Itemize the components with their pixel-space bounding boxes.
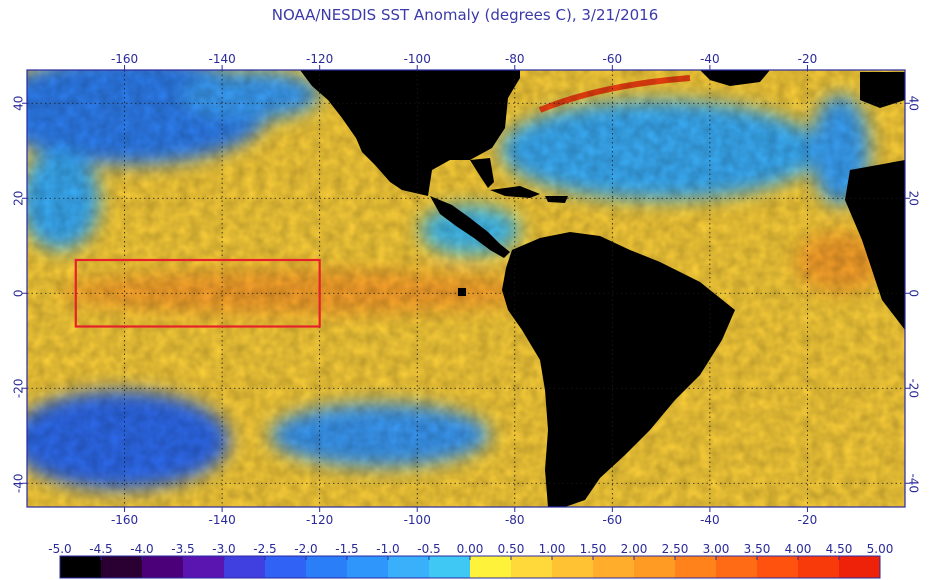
colorbar-swatch bbox=[183, 556, 225, 578]
lon-tick-label-top: -80 bbox=[505, 52, 525, 66]
colorbar-label: 2.00 bbox=[621, 542, 648, 556]
colorbar-swatch bbox=[675, 556, 717, 578]
colorbar-swatch bbox=[593, 556, 635, 578]
colorbar-swatch bbox=[757, 556, 799, 578]
lon-tick-label-top: -20 bbox=[798, 52, 818, 66]
colorbar-swatch bbox=[347, 556, 389, 578]
africa-land bbox=[845, 160, 905, 330]
colorbar-swatch bbox=[839, 556, 881, 578]
colorbar-swatch bbox=[306, 556, 348, 578]
south-america-land bbox=[502, 232, 735, 507]
colorbar-label: 5.00 bbox=[867, 542, 894, 556]
colorbar-label: -2.0 bbox=[294, 542, 317, 556]
colorbar: -5.0 -4.5 -4.0 -3.5 -3.0 -2.5 -2.0 -1.5 -1.0 -0.5… bbox=[48, 542, 894, 579]
central-america-land bbox=[430, 196, 510, 258]
map-title: NOAA/NESDIS SST Anomaly (degrees C), 3/2… bbox=[271, 6, 659, 24]
lat-tick-label-right: 20 bbox=[907, 191, 921, 206]
lon-tick-label-top: -160 bbox=[111, 52, 138, 66]
lat-tick-label-left: -20 bbox=[12, 378, 26, 398]
sst-field bbox=[27, 70, 905, 507]
colorbar-label: -3.5 bbox=[171, 542, 194, 556]
lon-tick-label-bottom: -80 bbox=[505, 513, 525, 527]
lon-tick-label-top: -40 bbox=[700, 52, 720, 66]
lat-tick-label-right: -40 bbox=[907, 473, 921, 493]
colorbar-label: 4.00 bbox=[785, 542, 812, 556]
colorbar-label: -4.5 bbox=[89, 542, 112, 556]
greenland-land bbox=[700, 70, 770, 86]
colorbar-swatch bbox=[224, 556, 266, 578]
europe-land bbox=[860, 72, 905, 108]
lon-tick-label-bottom: -40 bbox=[700, 513, 720, 527]
colorbar-label: -1.0 bbox=[376, 542, 399, 556]
colorbar-swatch bbox=[60, 556, 102, 578]
lat-tick-label-left: 0 bbox=[12, 289, 26, 297]
colorbar-label: -5.0 bbox=[48, 542, 71, 556]
colorbar-swatch bbox=[429, 556, 471, 578]
colorbar-swatch bbox=[101, 556, 143, 578]
lon-tick-label-bottom: -140 bbox=[208, 513, 235, 527]
lat-tick-label-right: 40 bbox=[907, 96, 921, 111]
colorbar-swatch bbox=[716, 556, 758, 578]
colorbar-swatch bbox=[142, 556, 184, 578]
north-america-land bbox=[300, 70, 520, 196]
colorbar-label: -0.5 bbox=[417, 542, 440, 556]
colorbar-label: 0.50 bbox=[498, 542, 525, 556]
hispaniola-land bbox=[545, 196, 568, 203]
colorbar-label: -1.5 bbox=[335, 542, 358, 556]
lat-tick-label-right: -20 bbox=[907, 378, 921, 398]
colorbar-swatch bbox=[388, 556, 430, 578]
colorbar-swatch bbox=[470, 556, 512, 578]
colorbar-label: 0.00 bbox=[457, 542, 484, 556]
lon-tick-label-top: -140 bbox=[208, 52, 235, 66]
colorbar-label: -2.5 bbox=[253, 542, 276, 556]
lon-tick-label-bottom: -60 bbox=[603, 513, 623, 527]
colorbar-label: 2.50 bbox=[662, 542, 689, 556]
lon-tick-label-bottom: -100 bbox=[404, 513, 431, 527]
colorbar-label: 1.50 bbox=[580, 542, 607, 556]
colorbar-swatch bbox=[634, 556, 676, 578]
lon-tick-label-bottom: -20 bbox=[798, 513, 818, 527]
galapagos-land bbox=[458, 288, 466, 296]
colorbar-label: 1.00 bbox=[539, 542, 566, 556]
colorbar-swatch bbox=[511, 556, 553, 578]
colorbar-label: 4.50 bbox=[826, 542, 853, 556]
map-frame bbox=[26, 69, 906, 508]
lon-tick-label-bottom: -120 bbox=[306, 513, 333, 527]
axis-ticks: -160 -160 -140 -140 -120 -120 -100 -100 -80 -80 -6… bbox=[12, 52, 921, 527]
lon-tick-label-bottom: -160 bbox=[111, 513, 138, 527]
lat-tick-label-left: -40 bbox=[12, 473, 26, 493]
florida-land bbox=[470, 158, 494, 188]
colorbar-label: 3.50 bbox=[744, 542, 771, 556]
colorbar-label: -4.0 bbox=[130, 542, 153, 556]
lat-tick-label-left: 40 bbox=[12, 96, 26, 111]
colorbar-swatch bbox=[552, 556, 594, 578]
colorbar-swatch bbox=[265, 556, 307, 578]
lon-tick-label-top: -100 bbox=[404, 52, 431, 66]
nino-region-box bbox=[74, 258, 321, 328]
lon-tick-label-top: -120 bbox=[306, 52, 333, 66]
lat-tick-label-right: 0 bbox=[907, 289, 921, 297]
lat-tick-label-left: 20 bbox=[12, 191, 26, 206]
colorbar-label: 3.00 bbox=[703, 542, 730, 556]
lon-tick-label-top: -60 bbox=[603, 52, 623, 66]
colorbar-swatch bbox=[798, 556, 840, 578]
map-gridlines bbox=[27, 70, 905, 507]
colorbar-label: -3.0 bbox=[212, 542, 235, 556]
